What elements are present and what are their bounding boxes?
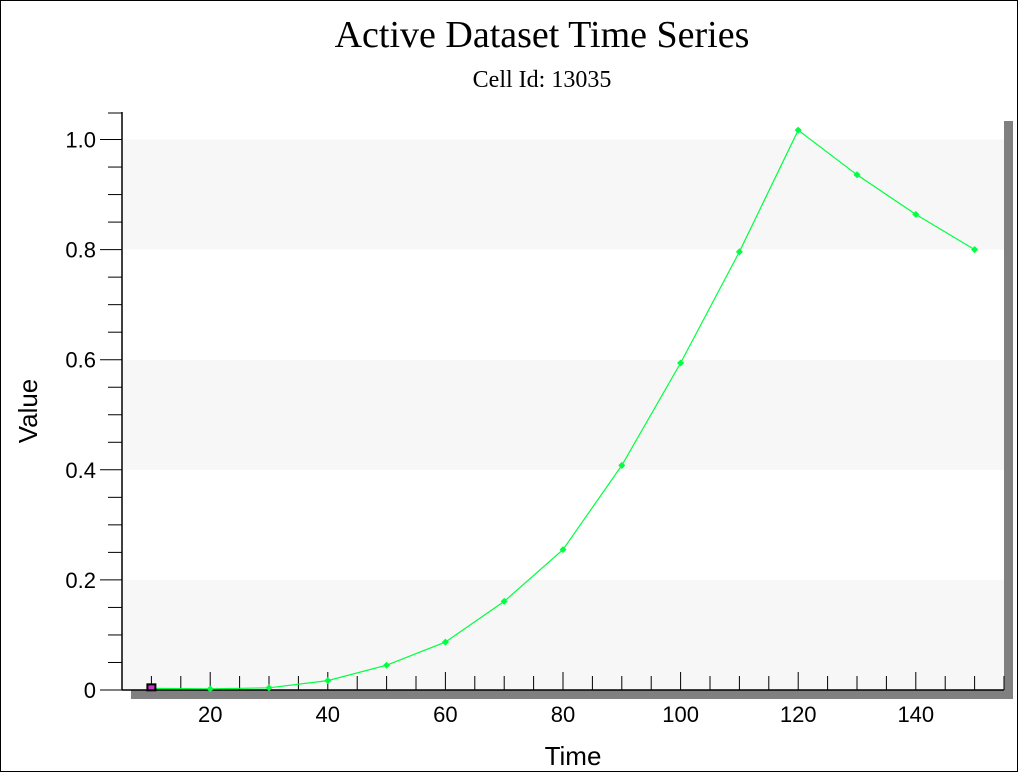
data-point-marker-inner: [148, 685, 155, 690]
x-tick-label: 20: [198, 702, 222, 727]
data-point: [971, 246, 979, 254]
x-tick-label: 80: [551, 702, 575, 727]
data-point: [500, 597, 508, 605]
y-tick-label: 0.2: [65, 568, 96, 593]
plot-band: [122, 139, 1004, 250]
data-point: [206, 685, 214, 693]
plot-band: [122, 249, 1004, 360]
plot-band: [122, 359, 1004, 470]
data-point: [853, 171, 861, 179]
chart-title: Active Dataset Time Series: [334, 14, 750, 56]
plot-band: [122, 112, 1004, 140]
x-tick-label: 60: [433, 702, 457, 727]
plot-background: [122, 112, 1013, 699]
data-point: [265, 684, 273, 692]
data-point: [912, 210, 920, 218]
y-tick-label: 0.8: [65, 238, 96, 263]
y-tick-label: 0.6: [65, 348, 96, 373]
tick-labels: 0 0.2 0.4 0.6 0.8 1.0 20 40 60 80 100 120 140: [65, 128, 934, 727]
data-point: [618, 461, 626, 469]
data-point: [677, 359, 685, 367]
x-tick-label: 120: [780, 702, 817, 727]
y-axis-title: Value: [13, 379, 43, 444]
data-point: [441, 638, 449, 646]
x-tick-label: 140: [897, 702, 934, 727]
y-tick-label: 1.0: [65, 128, 96, 153]
series-layer: [146, 126, 979, 693]
plot-band: [122, 579, 1004, 690]
x-tick-label: 40: [316, 702, 340, 727]
plot-band: [122, 469, 1004, 580]
data-point: [383, 661, 391, 669]
data-point: [324, 677, 332, 685]
chart-subtitle: Cell Id: 13035: [472, 67, 612, 93]
data-point: [735, 248, 743, 256]
y-tick-label: 0: [84, 678, 96, 703]
x-axis-title: Time: [545, 741, 602, 771]
data-point: [559, 546, 567, 554]
y-tick-label: 0.4: [65, 458, 96, 483]
x-tick-label: 100: [662, 702, 699, 727]
data-point: [794, 126, 802, 134]
